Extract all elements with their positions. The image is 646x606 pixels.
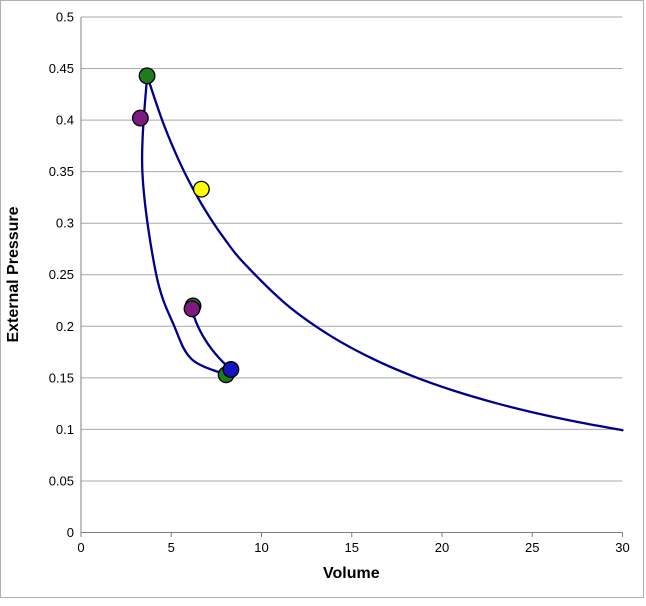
svg-text:30: 30	[615, 540, 629, 555]
svg-text:20: 20	[435, 540, 449, 555]
svg-text:0.45: 0.45	[49, 61, 74, 76]
svg-text:0: 0	[77, 540, 84, 555]
svg-text:0: 0	[67, 525, 74, 540]
svg-text:15: 15	[345, 540, 359, 555]
svg-text:0.3: 0.3	[56, 216, 74, 231]
svg-text:25: 25	[525, 540, 539, 555]
svg-text:0.05: 0.05	[49, 473, 74, 488]
svg-text:0.1: 0.1	[56, 422, 74, 437]
svg-text:External Pressure: External Pressure	[5, 206, 22, 342]
svg-text:0.15: 0.15	[49, 370, 74, 385]
svg-text:5: 5	[168, 540, 175, 555]
svg-text:0.4: 0.4	[56, 113, 74, 128]
svg-text:10: 10	[254, 540, 268, 555]
svg-text:0.5: 0.5	[56, 10, 74, 25]
svg-text:0.35: 0.35	[49, 164, 74, 179]
svg-text:Volume: Volume	[323, 565, 380, 582]
svg-text:0.25: 0.25	[49, 267, 74, 282]
svg-text:0.2: 0.2	[56, 319, 74, 334]
